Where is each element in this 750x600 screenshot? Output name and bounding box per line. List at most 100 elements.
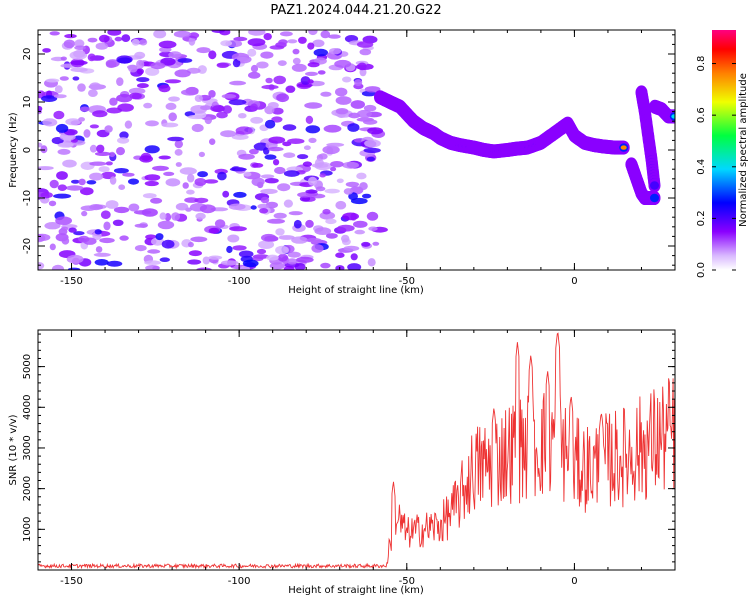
- noise-blob: [41, 95, 58, 102]
- noise-blob: [343, 188, 354, 195]
- noise-blob: [283, 170, 300, 177]
- noise-blob: [250, 103, 258, 112]
- noise-blob: [363, 147, 381, 153]
- noise-blob: [109, 176, 117, 185]
- noise-blob: [228, 203, 246, 210]
- noise-blob: [271, 107, 284, 115]
- noise-blob: [89, 82, 101, 90]
- noise-blob: [187, 241, 194, 248]
- noise-blob: [357, 62, 367, 71]
- noise-blob: [128, 203, 140, 212]
- noise-blob: [117, 137, 130, 144]
- noise-blob: [174, 149, 183, 156]
- noise-blob: [220, 40, 233, 47]
- noise-blob: [81, 210, 88, 217]
- noise-blob: [335, 96, 352, 105]
- noise-blob: [276, 93, 289, 103]
- noise-blob: [273, 159, 280, 166]
- noise-blob: [251, 163, 264, 168]
- noise-blob: [273, 212, 287, 219]
- noise-blob: [293, 219, 302, 229]
- noise-blob: [217, 171, 227, 181]
- noise-blob: [155, 233, 164, 241]
- noise-blob: [89, 144, 98, 153]
- noise-blob: [366, 211, 379, 221]
- noise-blob: [208, 50, 217, 60]
- noise-blob: [315, 186, 326, 192]
- noise-blob: [297, 83, 313, 88]
- noise-blob: [161, 122, 179, 128]
- noise-blob: [134, 223, 148, 228]
- noise-blob: [221, 260, 239, 266]
- noise-blob: [144, 260, 162, 266]
- noise-blob: [342, 76, 352, 83]
- noise-blob: [121, 34, 131, 42]
- noise-blob: [306, 237, 322, 243]
- noise-blob: [92, 110, 108, 118]
- noise-blob: [144, 145, 160, 154]
- noise-blob: [187, 173, 195, 183]
- noise-blob: [267, 146, 284, 152]
- noise-blob: [271, 116, 283, 123]
- noise-blob: [226, 245, 233, 254]
- noise-blob: [372, 241, 380, 246]
- noise-blob: [364, 139, 381, 148]
- noise-blob: [53, 110, 65, 120]
- noise-blob: [106, 260, 123, 267]
- spectrogram-x-tick-label: -50: [399, 276, 415, 287]
- noise-blob: [160, 57, 176, 66]
- noise-blob: [174, 140, 183, 149]
- noise-blob: [55, 123, 69, 133]
- noise-blob: [252, 256, 264, 262]
- noise-blob: [250, 205, 257, 210]
- noise-blob: [204, 116, 212, 125]
- noise-blob: [243, 171, 252, 177]
- noise-blob: [233, 191, 247, 198]
- noise-blob: [363, 119, 378, 125]
- noise-blob: [228, 99, 247, 106]
- noise-blob: [366, 156, 375, 162]
- noise-blob: [253, 142, 270, 151]
- colorbar-tick-label: 0.6: [696, 107, 707, 123]
- segment-b-mid: [650, 193, 659, 203]
- noise-blob: [300, 76, 311, 85]
- noise-blob: [265, 77, 273, 84]
- noise-blob: [261, 84, 279, 90]
- noise-blob: [88, 89, 98, 97]
- noise-blob: [291, 63, 307, 72]
- noise-blob: [208, 90, 216, 98]
- noise-blob: [119, 235, 129, 241]
- noise-blob: [128, 178, 139, 185]
- noise-blob: [51, 264, 65, 270]
- noise-blob: [361, 241, 371, 247]
- noise-blob: [105, 161, 113, 166]
- noise-blob: [116, 147, 125, 156]
- noise-blob: [38, 166, 54, 171]
- noise-blob: [317, 70, 326, 75]
- noise-blob: [79, 106, 90, 112]
- noise-blob: [95, 246, 103, 253]
- noise-blob: [109, 97, 118, 106]
- noise-blob: [198, 151, 205, 158]
- noise-blob: [77, 83, 86, 92]
- noise-blob: [105, 200, 119, 209]
- noise-blob: [133, 210, 152, 215]
- colorbar-label: Normalized spectral amplitude: [738, 73, 749, 227]
- noise-blob: [188, 250, 202, 257]
- noise-blob: [292, 57, 301, 65]
- noise-blob: [196, 267, 212, 270]
- noise-blob: [314, 158, 324, 168]
- noise-blob: [227, 234, 240, 243]
- spectrogram-x-tick-label: 0: [571, 276, 577, 287]
- noise-blob: [287, 251, 301, 258]
- noise-blob: [343, 245, 360, 252]
- noise-blob: [256, 61, 269, 69]
- noise-blob: [242, 259, 259, 268]
- noise-blob: [128, 87, 146, 95]
- noise-blob: [363, 104, 377, 112]
- noise-blob: [63, 39, 76, 49]
- noise-blob: [341, 234, 350, 243]
- noise-blob: [294, 263, 306, 270]
- noise-blob: [38, 233, 46, 243]
